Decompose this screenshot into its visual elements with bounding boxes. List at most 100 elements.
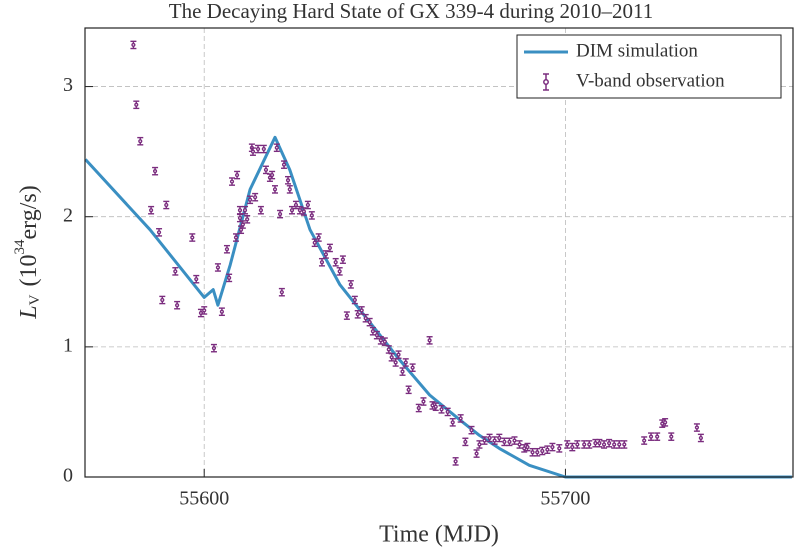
observation-point [339, 255, 346, 264]
observation-point [438, 405, 445, 414]
marker [152, 169, 158, 174]
observation-point [223, 244, 230, 254]
marker [597, 441, 602, 446]
marker [507, 439, 512, 444]
observation-point [452, 457, 459, 466]
observation-point [315, 233, 322, 242]
legend-label: V-band observation [576, 70, 725, 91]
chart-title: The Decaying Hard State of GX 339-4 duri… [169, 0, 653, 23]
observation-point [641, 436, 648, 445]
legend-errorbar-swatch [543, 73, 549, 91]
observation-point [269, 170, 276, 180]
observation-point [521, 444, 528, 453]
marker [277, 212, 283, 217]
marker [261, 146, 266, 152]
marker [281, 162, 287, 167]
marker [545, 447, 550, 452]
marker [319, 260, 325, 265]
marker [337, 269, 342, 274]
marker [453, 459, 458, 464]
marker [525, 444, 530, 450]
observation-point [366, 317, 373, 327]
simulation-line [84, 135, 792, 479]
marker [240, 222, 245, 227]
observation-point [596, 438, 603, 448]
observation-point [285, 175, 292, 185]
y-tick-label: 2 [63, 204, 73, 226]
marker [224, 247, 230, 252]
marker [289, 208, 295, 213]
observation-point [229, 177, 236, 186]
marker [301, 209, 307, 214]
marker [587, 442, 592, 447]
y-label-open: (10 [16, 255, 42, 287]
observation-point [336, 267, 343, 276]
marker [530, 450, 535, 455]
observation-point [481, 436, 488, 445]
marker [374, 333, 379, 338]
marker [227, 275, 232, 280]
observation-point [308, 211, 315, 220]
observation-point [549, 442, 556, 452]
marker [396, 352, 401, 357]
y-label-subscript: V [27, 294, 43, 305]
x-tick-label: 55700 [540, 488, 590, 510]
observation-point [247, 195, 254, 205]
observation-point [524, 442, 531, 452]
observation-point [286, 185, 293, 194]
marker [245, 217, 250, 222]
observation-point [278, 287, 285, 297]
observation-point [311, 238, 318, 248]
marker [323, 252, 329, 257]
y-label-exponent: 34 [12, 239, 28, 255]
observation-point [156, 228, 163, 237]
observation-point [621, 440, 628, 449]
marker [389, 355, 394, 360]
marker [663, 420, 668, 425]
observation-point [462, 437, 469, 447]
marker [134, 102, 139, 107]
observation-point [457, 414, 464, 423]
x-tick-label: 55600 [179, 488, 229, 510]
observation-point [281, 160, 288, 169]
observation-point [296, 205, 303, 215]
marker [421, 399, 426, 404]
legend-box [516, 34, 782, 99]
marker [612, 442, 617, 447]
marker [352, 297, 357, 303]
marker [607, 441, 612, 446]
observation-point [432, 402, 439, 412]
marker [575, 442, 580, 447]
observation-point [534, 447, 541, 457]
marker [439, 407, 444, 412]
marker [287, 187, 292, 192]
observation-point [429, 401, 436, 410]
marker [463, 439, 468, 444]
marker [160, 297, 165, 303]
observation-point [257, 205, 264, 215]
marker [403, 360, 408, 365]
observation-point [444, 407, 451, 417]
marker [400, 369, 405, 374]
marker [669, 434, 674, 439]
observation-point [288, 205, 295, 215]
marker [378, 338, 383, 343]
observation-point [255, 144, 262, 154]
marker [293, 202, 299, 208]
marker [316, 235, 321, 240]
observation-point [449, 418, 456, 427]
observation-point [130, 40, 137, 50]
legend-label: DIM simulation [576, 40, 698, 61]
y-tick-label: 0 [63, 465, 73, 487]
marker [393, 360, 398, 365]
observation-point [242, 205, 249, 215]
observation-point [193, 274, 200, 284]
marker [255, 146, 261, 152]
observation-point [581, 440, 588, 449]
observation-point [152, 166, 159, 176]
marker [340, 257, 346, 262]
observation-point [611, 440, 618, 449]
observation-point [409, 363, 416, 372]
observation-point [172, 267, 179, 276]
